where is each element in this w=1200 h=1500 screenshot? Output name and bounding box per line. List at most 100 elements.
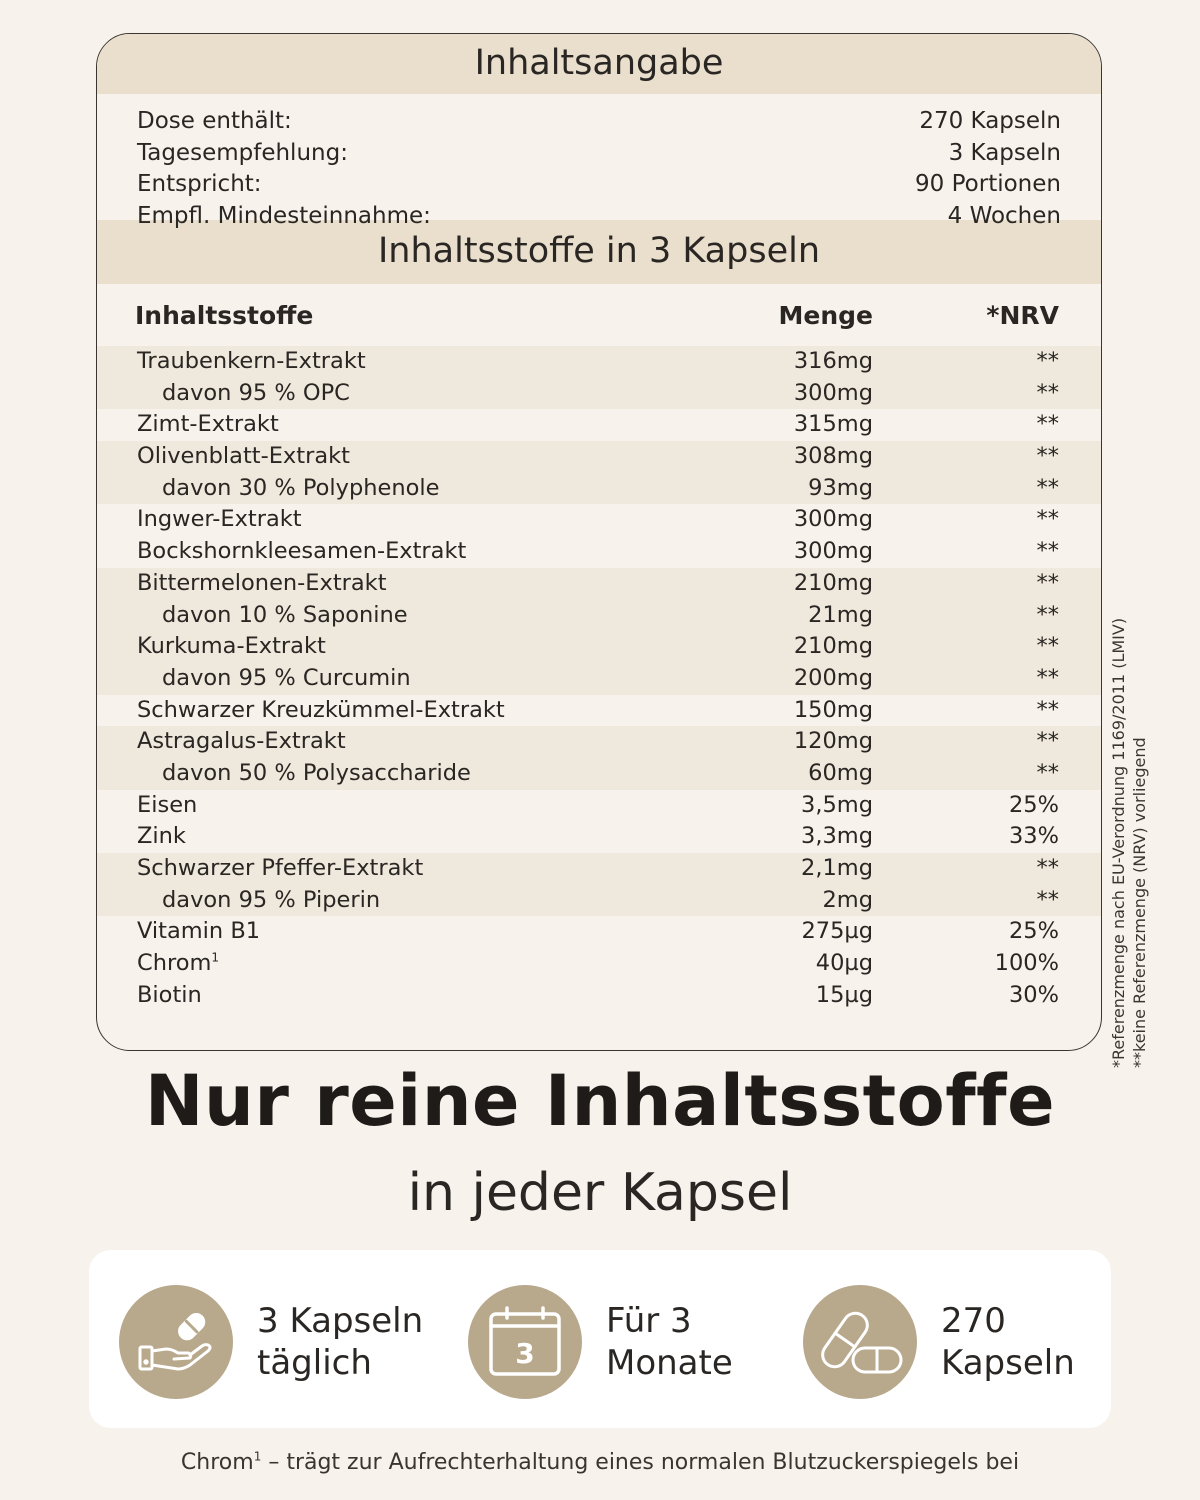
ingredient-name: davon 30 % Polyphenole xyxy=(162,474,440,501)
ingredient-nrv: ** xyxy=(1036,664,1060,691)
ingredient-name: Schwarzer Kreuzkümmel-Extrakt xyxy=(137,696,505,723)
ingredient-amount: 93mg xyxy=(808,474,873,501)
nutrition-panel: Inhaltsangabe Dose enthält: 270 Kapseln … xyxy=(96,33,1102,1051)
table-row: davon 95 % Curcumin 200mg ** xyxy=(97,662,1101,695)
ingredient-name: Olivenblatt-Extrakt xyxy=(137,443,350,470)
ingredient-nrv: ** xyxy=(1036,696,1060,723)
headline: Nur reine Inhaltsstoffe xyxy=(144,1060,1056,1142)
ingredient-amount: 3,3mg xyxy=(801,823,873,850)
ingredient-name: Ingwer-Extrakt xyxy=(137,506,302,533)
ingredient-amount: 300mg xyxy=(793,538,873,565)
table-row: Traubenkern-Extrakt 316mg ** xyxy=(97,346,1101,378)
info-value: 3 Kapseln xyxy=(948,139,1061,166)
ingredient-nrv: ** xyxy=(1036,601,1060,628)
ingredient-name: Bittermelonen-Extrakt xyxy=(137,569,387,596)
nrv-note-line: *Referenzmenge nach EU-Verordnung 1169/2… xyxy=(1109,617,1128,1068)
table-row: Schwarzer Kreuzkümmel-Extrakt 150mg ** xyxy=(97,695,1101,727)
footnote-marker: 1 xyxy=(253,1449,262,1464)
ingredient-nrv: ** xyxy=(1036,728,1060,755)
calendar-number: 3 xyxy=(515,1337,534,1370)
hand-capsule-icon xyxy=(119,1285,233,1399)
ingredient-amount: 150mg xyxy=(793,696,873,723)
table-row: davon 95 % OPC 300mg ** xyxy=(97,377,1101,410)
info-label: Dose enthält: xyxy=(137,108,292,134)
ingredient-nrv: 33% xyxy=(1008,823,1059,850)
info-value: 90 Portionen xyxy=(915,171,1061,198)
ingredient-name: Kurkuma-Extrakt xyxy=(137,633,326,660)
ingredient-amount: 60mg xyxy=(808,759,873,786)
footnote-marker: 1 xyxy=(211,950,220,965)
info-label: Tagesempfehlung: xyxy=(137,139,348,166)
feature-line: Für 3 xyxy=(606,1301,692,1341)
feature-text: 270 Kapseln xyxy=(941,1300,1075,1384)
ingredient-amount: 21mg xyxy=(808,601,873,628)
table-row: Vitamin B1 275µg 25% xyxy=(97,916,1101,948)
ingredient-amount: 308mg xyxy=(793,443,873,470)
ingredient-name: davon 95 % Curcumin xyxy=(162,664,411,691)
ingredient-name: davon 95 % OPC xyxy=(162,379,350,406)
table-row: Bittermelonen-Extrakt 210mg ** xyxy=(97,567,1101,600)
ingredient-nrv: ** xyxy=(1036,443,1060,470)
ingredient-name-text: Chrom xyxy=(137,950,212,977)
feature-line: täglich xyxy=(257,1343,372,1383)
ingredient-name: Biotin xyxy=(137,981,202,1008)
ingredient-nrv: ** xyxy=(1036,411,1060,438)
ingredient-name: davon 10 % Saponine xyxy=(162,601,408,628)
ingredient-name: Chrom1 xyxy=(137,948,673,980)
ingredient-name: Bockshornkleesamen-Extrakt xyxy=(137,538,467,565)
ingredient-amount: 2,1mg xyxy=(801,855,873,881)
table-header: Inhaltsstoffe Menge *NRV xyxy=(97,284,1101,346)
column-header-amount: Menge xyxy=(778,300,873,330)
ingredient-nrv: 100% xyxy=(994,950,1059,977)
feature-count: 270 Kapseln xyxy=(803,1285,1075,1399)
ingredient-amount: 210mg xyxy=(793,633,873,660)
feature-line: Kapseln xyxy=(941,1343,1075,1383)
ingredient-nrv: ** xyxy=(1036,569,1060,596)
ingredient-nrv: ** xyxy=(1036,379,1060,406)
info-value: 4 Wochen xyxy=(947,202,1061,229)
table-row: Bockshornkleesamen-Extrakt 300mg ** xyxy=(97,536,1101,568)
ingredient-name: Zink xyxy=(137,823,186,850)
ingredient-nrv: ** xyxy=(1036,348,1060,374)
feature-line: 3 Kapseln xyxy=(257,1301,424,1341)
ingredient-nrv: ** xyxy=(1036,759,1060,786)
panel-title: Inhaltsangabe xyxy=(97,34,1101,94)
table-row: Astragalus-Extrakt 120mg ** xyxy=(97,726,1101,758)
ingredient-amount: 40µg xyxy=(815,950,873,977)
ingredient-amount: 300mg xyxy=(793,379,873,406)
table-row: davon 30 % Polyphenole 93mg ** xyxy=(97,472,1101,505)
ingredient-nrv: ** xyxy=(1036,855,1060,881)
ingredient-nrv: 25% xyxy=(1008,918,1059,945)
footnote: Chrom1 – trägt zur Aufrechterhaltung ein… xyxy=(0,1450,1200,1475)
ingredient-name: Traubenkern-Extrakt xyxy=(137,348,366,374)
table-row: Biotin 15µg 30% xyxy=(97,980,1101,1012)
ingredient-nrv: ** xyxy=(1036,886,1060,913)
ingredient-amount: 210mg xyxy=(793,569,873,596)
ingredient-nrv: ** xyxy=(1036,538,1060,565)
column-header-nrv: *NRV xyxy=(986,300,1059,330)
feature-card: 3 Kapseln täglich 3 Für 3 Monate xyxy=(89,1250,1111,1428)
footnote-text: – trägt zur Aufrechterhaltung eines norm… xyxy=(261,1450,1020,1475)
ingredient-nrv: 25% xyxy=(1008,791,1059,818)
info-row: Empfl. Mindesteinnahme: 4 Wochen xyxy=(137,201,1061,233)
ingredient-amount: 316mg xyxy=(793,348,873,374)
table-row: davon 50 % Polysaccharide 60mg ** xyxy=(97,757,1101,790)
ingredient-name: Astragalus-Extrakt xyxy=(137,728,346,755)
table-row: Schwarzer Pfeffer-Extrakt 2,1mg ** xyxy=(97,853,1101,885)
nrv-note-line: **keine Referenzmenge (NRV) vorliegend xyxy=(1130,737,1149,1068)
ingredient-amount: 200mg xyxy=(793,664,873,691)
ingredient-amount: 315mg xyxy=(793,411,873,438)
table-row: Zimt-Extrakt 315mg ** xyxy=(97,409,1101,441)
ingredient-name: Vitamin B1 xyxy=(137,918,261,945)
capsules-icon xyxy=(803,1285,917,1399)
ingredient-amount: 2mg xyxy=(822,886,873,913)
column-header-name: Inhaltsstoffe xyxy=(135,300,314,330)
table-row: davon 95 % Piperin 2mg ** xyxy=(97,884,1101,917)
info-list: Dose enthält: 270 Kapseln Tagesempfehlun… xyxy=(97,94,1101,229)
subheadline: in jeder Kapsel xyxy=(407,1163,793,1223)
ingredient-nrv: ** xyxy=(1036,506,1060,533)
ingredient-amount: 3,5mg xyxy=(801,791,873,818)
table-row: Olivenblatt-Extrakt 308mg ** xyxy=(97,441,1101,473)
feature-text: Für 3 Monate xyxy=(606,1300,733,1384)
feature-daily-dose: 3 Kapseln täglich xyxy=(119,1285,423,1399)
